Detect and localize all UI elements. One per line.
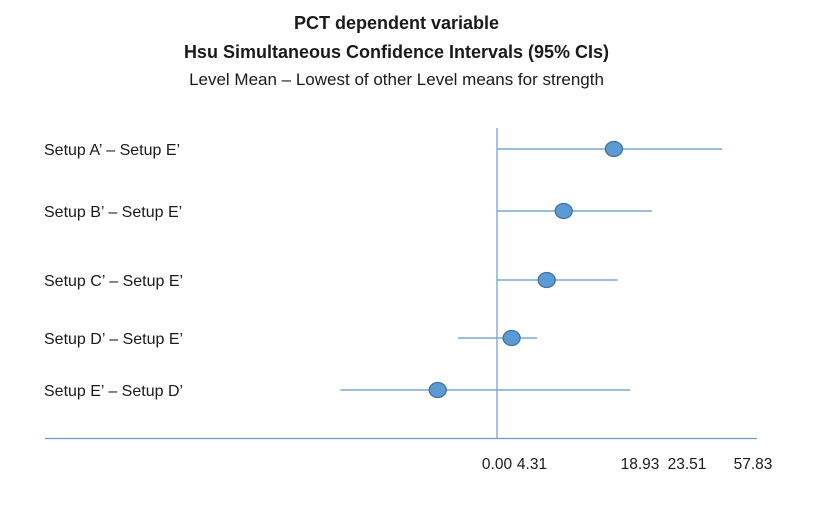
chart-caption: Level Mean – Lowest of other Level means… [189, 70, 604, 90]
row-label: Setup C’ – Setup E’ [44, 273, 183, 290]
row-label: Setup E’ – Setup D’ [44, 383, 183, 400]
x-tick-label: 57.83 [734, 456, 773, 473]
ci-point-marker [428, 381, 447, 399]
x-tick-label: 18.93 [621, 456, 660, 473]
chart-subtitle: Hsu Simultaneous Confidence Intervals (9… [183, 41, 610, 62]
ci-point-marker [502, 329, 521, 347]
row-label: Setup A’ – Setup E’ [44, 142, 180, 159]
chart-title: PCT dependent variable [293, 13, 500, 33]
row-label: Setup D’ – Setup E’ [44, 331, 183, 348]
x-tick-label: 4.31 [517, 456, 547, 473]
ci-point-marker [537, 271, 556, 289]
chart-titles: PCT dependent variable Hsu Simultaneous … [0, 13, 793, 91]
x-tick-label: 23.51 [668, 456, 707, 473]
ci-point-marker [554, 202, 573, 220]
x-tick-label: 0.00 [482, 456, 513, 473]
row-label: Setup B’ – Setup E’ [44, 204, 182, 221]
ci-point-marker [604, 140, 624, 158]
